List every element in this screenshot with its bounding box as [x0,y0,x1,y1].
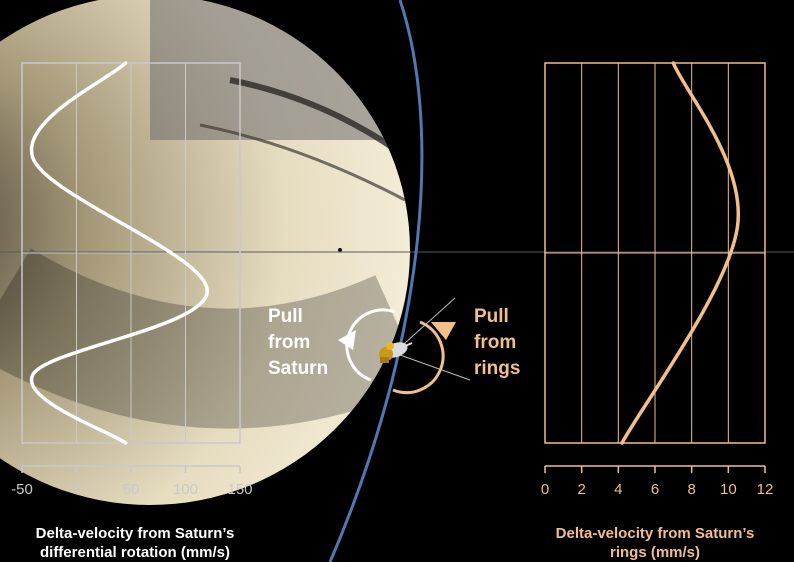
rings-pull-arrow-icon [431,322,456,340]
pull-from-rings-line2: from [474,332,516,353]
right-x-axis-title-line2: rings (mm/s) [610,544,700,561]
cassini-spacecraft-icon [379,342,413,363]
left-tick-label: 150 [227,481,252,498]
right-tick-label: 4 [614,481,622,498]
right-chart-grid [545,63,765,443]
right-series-line [620,61,741,445]
right-tick-label: 0 [541,481,549,498]
pull-from-saturn-line1: Pull [268,306,303,327]
pull-from-rings-line1: Pull [474,306,509,327]
pull-from-saturn-line3: Saturn [268,358,328,379]
left-x-axis-title-line1: Delta-velocity from Saturn’s [36,525,235,542]
left-tick-label: -50 [11,481,33,498]
cassini-diagram: Pull from Saturn Pull from rings [268,297,520,395]
left-tick-label: 100 [173,481,198,498]
right-x-ticks: 0 2 4 6 8 10 12 [541,466,774,498]
saturn-pull-arrow-icon [338,330,356,350]
right-tick-label: 12 [757,481,774,498]
right-tick-label: 10 [720,481,737,498]
left-chart: -50 0 50 100 150 Delta-velocity from Saturn’… [11,61,253,561]
left-tick-label: 50 [123,481,140,498]
pointer-line-icon [399,354,471,381]
left-x-ticks: -50 0 50 100 150 [11,466,253,498]
pull-from-saturn-line2: from [268,332,310,353]
right-tick-label: 8 [687,481,695,498]
left-series-line [29,61,210,445]
right-tick-label: 6 [651,481,659,498]
left-x-axis-title-line2: differential rotation (mm/s) [40,544,230,561]
pull-from-rings-line3: rings [474,358,520,379]
right-x-axis-title-line1: Delta-velocity from Saturn’s [556,525,755,542]
right-tick-label: 2 [577,481,585,498]
antenna-line-icon [394,297,456,353]
left-tick-label: 0 [72,481,80,498]
cassini-orbit [328,0,424,562]
right-chart: 0 2 4 6 8 10 12 Delta-velocity from Saturn’s r… [541,61,774,561]
left-chart-grid [22,63,240,443]
